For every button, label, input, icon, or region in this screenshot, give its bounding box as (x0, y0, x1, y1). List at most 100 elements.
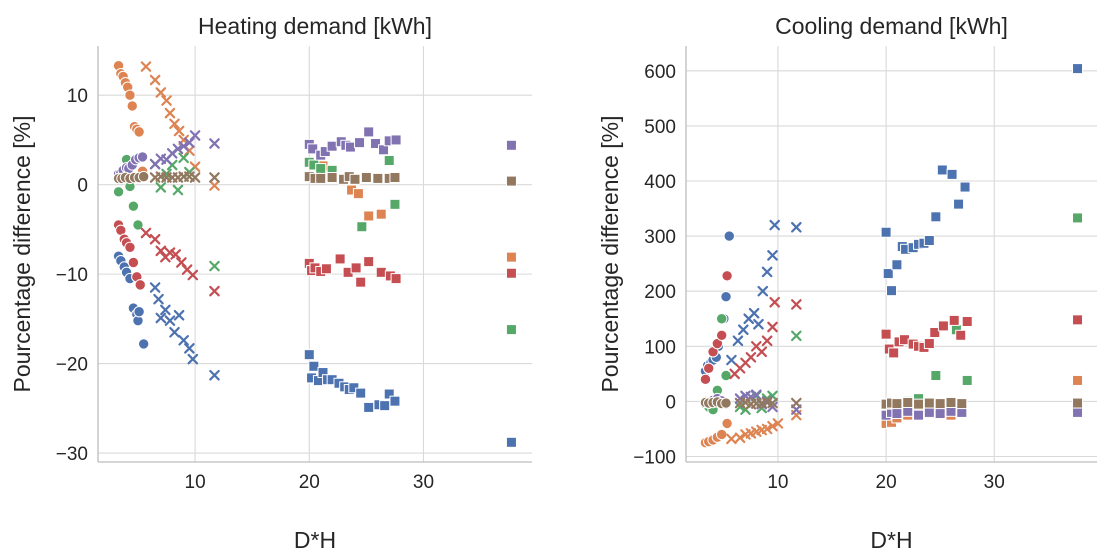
chart-panel-1: 10 0 −10 −20 −30 10 20 30 Heating demand [kWh] D*… (9, 13, 532, 553)
y-axis-label: Pourcentage difference [%] (597, 115, 623, 392)
data-point-square (372, 172, 384, 184)
data-point-cross (761, 423, 773, 435)
data-point-circle (703, 362, 715, 375)
data-point-square (945, 396, 957, 408)
x-tick-label: 20 (299, 472, 320, 493)
data-point-square (959, 181, 971, 193)
data-point-cross (160, 304, 171, 316)
chart-panel-2: 600 500 400 300 200 100 0 −100 10 20 30 Cooling dem… (597, 13, 1097, 553)
data-point-square (356, 221, 368, 233)
data-point-cross (748, 307, 760, 319)
data-point-square (308, 360, 320, 372)
data-point-cross (169, 326, 180, 338)
data-point-circle (715, 313, 728, 325)
y-tick-label: 500 (644, 117, 676, 138)
data-point-circle (134, 279, 146, 291)
data-point-circle (715, 428, 728, 441)
data-point-cross (189, 130, 201, 141)
data-point-cross (209, 138, 220, 149)
data-point-circle (720, 397, 732, 409)
x-tick-label: 10 (185, 472, 206, 493)
data-point-cross (149, 233, 161, 245)
data-point-cross (769, 219, 780, 231)
data-point-square (379, 400, 391, 412)
data-point-cross (149, 282, 161, 293)
data-point-circle (133, 126, 145, 138)
data-point-square (360, 172, 372, 184)
y-tick-label: −100 (633, 447, 676, 468)
y-tick-label: 300 (644, 227, 676, 248)
data-point-square (923, 397, 935, 409)
data-point-cross (726, 433, 737, 445)
data-point-square (307, 143, 319, 155)
data-point-square (389, 198, 401, 210)
data-point-square (891, 408, 903, 420)
data-point-cross (161, 95, 172, 106)
data-point-square (355, 276, 367, 288)
chart-title: Heating demand [kWh] (198, 13, 432, 39)
data-point-square (315, 172, 327, 184)
data-point-circle (699, 373, 712, 386)
data-point-cross (178, 140, 189, 152)
data-point-cross (209, 172, 220, 183)
data-point-square (505, 267, 517, 279)
data-point-square (1072, 314, 1084, 326)
data-point-cross (164, 315, 176, 326)
data-point-square (505, 175, 517, 187)
data-point-square (505, 324, 517, 336)
data-point-cross (153, 293, 164, 305)
data-point-square (1072, 212, 1084, 224)
data-point-square (1072, 374, 1084, 386)
data-point-cross (155, 182, 167, 193)
data-point-square (930, 211, 942, 223)
data-point-circle (136, 151, 149, 163)
data-point-square (923, 406, 935, 418)
data-point-square (880, 328, 892, 340)
data-point-square (891, 398, 903, 410)
data-point-cross (791, 221, 802, 233)
data-point-square (923, 235, 935, 247)
data-point-circle (124, 89, 136, 101)
data-point-square (955, 329, 967, 341)
data-point-circle (127, 256, 140, 269)
y-tick-label: 10 (67, 86, 88, 107)
data-point-square (354, 137, 366, 149)
x-tick-label: 10 (767, 472, 788, 493)
y-tick-label: −20 (56, 355, 88, 376)
data-point-cross (189, 172, 201, 183)
data-point-square (352, 188, 364, 200)
data-point-cross (767, 420, 778, 432)
data-point-square (930, 369, 942, 381)
data-point-square (1072, 406, 1084, 418)
data-point-circle (721, 417, 733, 430)
data-point-square (923, 338, 935, 350)
data-point-square (913, 398, 925, 410)
x-tick-label: 30 (984, 472, 1005, 493)
data-point-square (344, 141, 356, 153)
data-point-circle (112, 186, 125, 198)
data-point-cross (173, 125, 185, 137)
data-point-square (363, 401, 375, 413)
data-point-cross (178, 152, 189, 164)
data-point-square (929, 327, 941, 339)
data-point-circle (715, 329, 728, 341)
data-point-cross (209, 369, 220, 381)
data-point-cross (140, 61, 152, 72)
data-point-square (505, 139, 517, 151)
data-point-square (320, 263, 332, 275)
data-point-cross (738, 324, 749, 336)
data-point-square (326, 172, 338, 184)
data-point-cross (726, 354, 737, 366)
data-point-cross (155, 312, 167, 324)
data-point-square (934, 398, 946, 410)
data-point-cross (767, 250, 778, 261)
data-point-cross (187, 269, 199, 281)
data-point-square (936, 164, 948, 176)
data-point-circle (132, 219, 144, 231)
data-point-cross (173, 309, 185, 321)
data-point-cross (155, 245, 167, 257)
data-point-square (888, 347, 900, 359)
x-axis-label: D*H (294, 527, 336, 553)
data-point-square (390, 273, 402, 285)
